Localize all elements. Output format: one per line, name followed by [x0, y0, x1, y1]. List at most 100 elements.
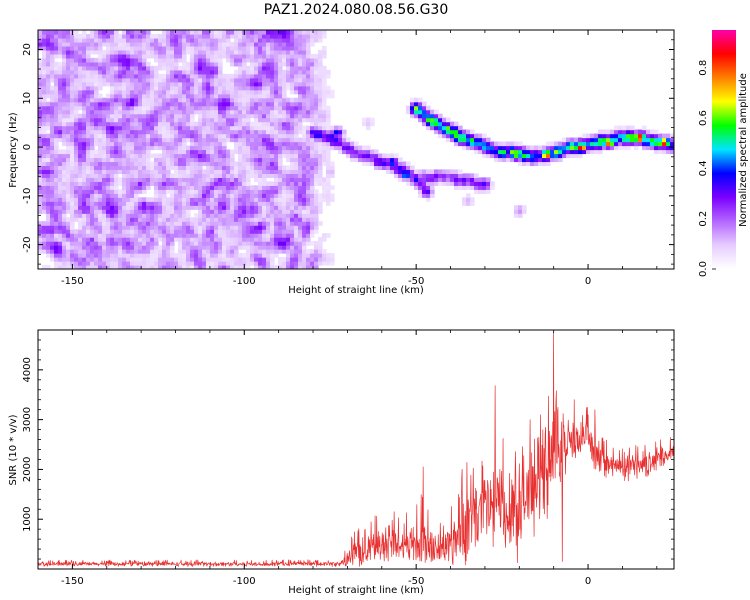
- heatmap-cell: [186, 177, 191, 182]
- heatmap-cell: [330, 261, 335, 266]
- heatmap-cell: [642, 129, 647, 135]
- heatmap-cell: [46, 189, 51, 194]
- heatmap-cell: [414, 105, 419, 111]
- heatmap-cell: [286, 249, 291, 254]
- heatmap-cell: [238, 41, 243, 47]
- heatmap-cell: [206, 213, 211, 218]
- heatmap-cell: [78, 101, 83, 107]
- heatmap-cell: [274, 149, 279, 155]
- heatmap-cell: [158, 213, 163, 218]
- heatmap-cell: [290, 57, 295, 63]
- heatmap-cell: [114, 117, 119, 123]
- heatmap-cell: [170, 225, 175, 230]
- heatmap-cell: [126, 121, 131, 127]
- heatmap-cell: [266, 229, 271, 234]
- heatmap-cell: [298, 209, 303, 214]
- heatmap-cell: [258, 253, 263, 258]
- heatmap-cell: [278, 113, 283, 119]
- heatmap-cell: [118, 189, 123, 194]
- heatmap-cell: [74, 33, 79, 39]
- heatmap-cell: [150, 205, 155, 210]
- heatmap-cell: [246, 257, 251, 262]
- heatmap-cell: [146, 141, 151, 147]
- heatmap-cell: [502, 153, 507, 159]
- heatmap-cell: [322, 53, 327, 59]
- heatmap-cell: [278, 109, 283, 115]
- heatmap-cell: [554, 157, 559, 163]
- heatmap-cell: [142, 93, 147, 99]
- heatmap-cell: [138, 189, 143, 194]
- heatmap-cell: [146, 65, 151, 71]
- heatmap-cell: [194, 253, 199, 258]
- heatmap-cell: [182, 97, 187, 103]
- heatmap-cell: [262, 69, 267, 75]
- heatmap-cell: [118, 249, 123, 254]
- heatmap-cell: [106, 109, 111, 115]
- heatmap-cell: [262, 109, 267, 115]
- heatmap-cell: [214, 221, 219, 226]
- heatmap-cell: [58, 69, 63, 75]
- heatmap-cell: [654, 141, 659, 147]
- heatmap-cell: [314, 85, 319, 91]
- heatmap-cell: [138, 257, 143, 262]
- heatmap-cell: [182, 205, 187, 210]
- heatmap-cell: [322, 237, 327, 242]
- heatmap-cell: [98, 30, 103, 35]
- heatmap-cell: [98, 49, 103, 55]
- heatmap-cell: [318, 261, 323, 266]
- heatmap-cell: [578, 137, 583, 143]
- heatmap-cell: [214, 201, 219, 206]
- heatmap-cell: [50, 121, 55, 127]
- heatmap-cell: [202, 125, 207, 131]
- heatmap-cell: [150, 229, 155, 234]
- heatmap-cell: [86, 197, 91, 202]
- heatmap-cell: [106, 133, 111, 139]
- heatmap-cell: [286, 49, 291, 55]
- heatmap-cell: [186, 241, 191, 246]
- heatmap-cell: [174, 145, 179, 151]
- heatmap-cell: [202, 241, 207, 246]
- heatmap-cell: [322, 81, 327, 87]
- heatmap-cell: [130, 109, 135, 115]
- heatmap-cell: [254, 69, 259, 75]
- heatmap-cell: [266, 125, 271, 131]
- heatmap-cell: [210, 53, 215, 59]
- heatmap-cell: [286, 257, 291, 262]
- heatmap-cell: [310, 109, 315, 115]
- heatmap-cell: [134, 45, 139, 51]
- heatmap-cell: [170, 69, 175, 75]
- heatmap-cell: [630, 129, 635, 135]
- heatmap-cell: [278, 181, 283, 186]
- heatmap-cell: [458, 125, 463, 131]
- heatmap-cell: [54, 161, 59, 167]
- heatmap-cell: [174, 85, 179, 91]
- heatmap-cell: [94, 237, 99, 242]
- heatmap-cell: [290, 89, 295, 95]
- heatmap-cell: [246, 109, 251, 115]
- heatmap-cell: [190, 157, 195, 163]
- heatmap-cell: [306, 221, 311, 226]
- heatmap-cell: [582, 133, 587, 139]
- heatmap-cell: [654, 145, 659, 151]
- heatmap-cell: [170, 125, 175, 131]
- heatmap-cell: [130, 49, 135, 55]
- heatmap-cell: [270, 213, 275, 218]
- heatmap-cell: [162, 165, 167, 171]
- heatmap-cell: [218, 233, 223, 238]
- heatmap-cell: [174, 165, 179, 171]
- heatmap-cell: [222, 217, 227, 222]
- heatmap-cell: [318, 121, 323, 127]
- heatmap-cell: [158, 33, 163, 39]
- heatmap-cell: [610, 141, 615, 147]
- heatmap-cell: [294, 89, 299, 95]
- heatmap-cell: [270, 105, 275, 111]
- heatmap-cell: [542, 161, 547, 167]
- heatmap-cell: [434, 181, 439, 186]
- heatmap-cell: [162, 89, 167, 95]
- heatmap-cell: [298, 201, 303, 206]
- heatmap-cell: [282, 245, 287, 250]
- heatmap-cell: [42, 77, 47, 83]
- heatmap-cell: [190, 141, 195, 147]
- heatmap-cell: [106, 153, 111, 159]
- heatmap-cell: [262, 201, 267, 206]
